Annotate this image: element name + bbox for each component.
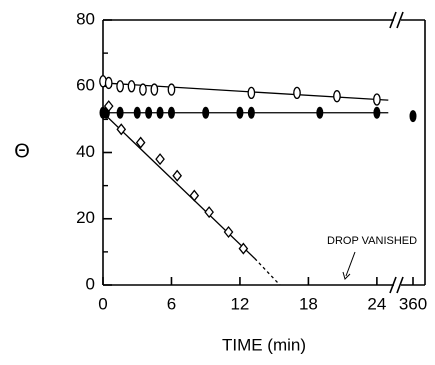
- annotation: DROP VANISHED: [327, 235, 417, 247]
- point: [238, 242, 249, 255]
- point: [104, 76, 113, 90]
- point: [172, 169, 183, 182]
- point: [373, 93, 381, 106]
- point: [189, 189, 200, 202]
- point: [167, 83, 176, 96]
- point: [155, 153, 165, 166]
- point: [167, 106, 175, 119]
- point: [116, 80, 124, 93]
- point: [135, 136, 146, 149]
- point: [116, 106, 124, 119]
- point: [202, 106, 210, 119]
- point: [247, 106, 255, 119]
- fit-line: [102, 82, 389, 101]
- point: [373, 106, 381, 119]
- x-tick-label: 6: [167, 294, 176, 313]
- point: [293, 86, 301, 100]
- point: [333, 90, 341, 103]
- fit-extension: [254, 258, 281, 286]
- y-tick-label: 0: [86, 274, 95, 293]
- point: [223, 225, 234, 239]
- axes: [102, 11, 426, 294]
- point: [204, 206, 214, 219]
- y-tick-label: 20: [76, 208, 95, 227]
- point: [150, 83, 159, 96]
- point: [247, 86, 256, 100]
- point: [145, 106, 153, 119]
- y-tick-label: 80: [76, 9, 95, 28]
- point: [116, 123, 127, 136]
- point: [156, 106, 164, 119]
- y-tick-label: 60: [76, 76, 95, 95]
- point: [316, 106, 324, 119]
- x-break-tick-label: 360: [399, 294, 427, 313]
- point: [409, 110, 417, 123]
- y-axis-label: Θ: [14, 140, 30, 162]
- y-tick-label: 40: [76, 142, 95, 161]
- x-axis-label: TIME (min): [222, 335, 306, 354]
- x-tick-label: 18: [299, 294, 318, 313]
- point: [133, 106, 141, 119]
- x-tick-label: 24: [367, 294, 386, 313]
- x-tick-label: 0: [98, 294, 107, 313]
- point: [127, 80, 136, 93]
- fit-line: [102, 112, 256, 259]
- point: [236, 106, 244, 119]
- point: [103, 100, 114, 113]
- x-tick-label: 12: [230, 294, 249, 313]
- point: [139, 83, 147, 96]
